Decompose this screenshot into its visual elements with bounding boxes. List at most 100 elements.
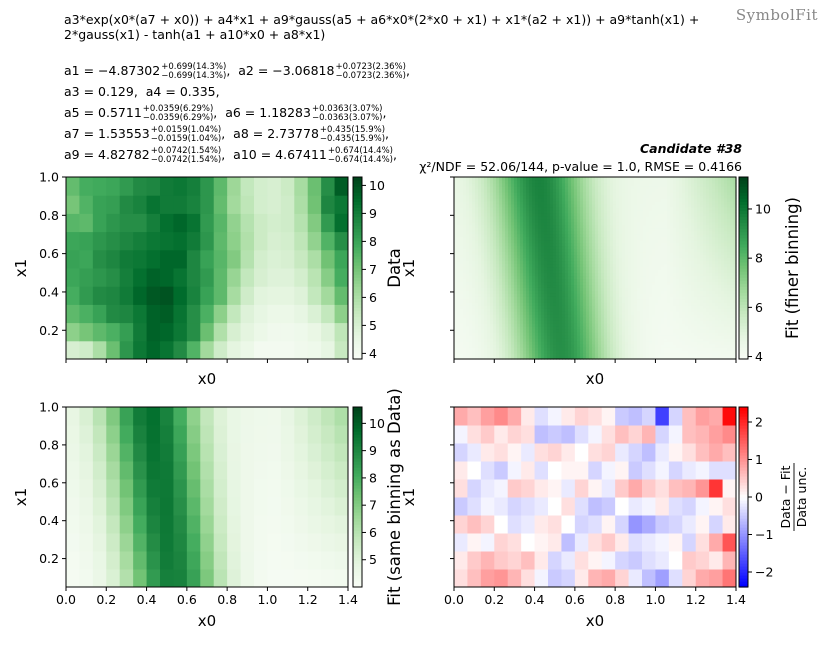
surface-cell xyxy=(523,338,527,342)
colorbar-segment xyxy=(353,307,362,312)
surface-cell xyxy=(463,296,467,300)
surface-cell xyxy=(682,326,686,330)
surface-cell xyxy=(637,275,641,280)
surface-cell xyxy=(583,278,587,283)
surface-cell xyxy=(469,236,473,241)
surface-cell xyxy=(595,344,599,348)
surface-cell xyxy=(613,305,617,309)
surface-cell xyxy=(667,212,671,217)
surface-cell xyxy=(718,236,722,241)
surface-cell xyxy=(709,344,713,348)
surface-cell xyxy=(613,329,617,333)
surface-cell xyxy=(634,326,638,330)
surface-cell xyxy=(598,230,602,235)
surface-cell xyxy=(676,239,680,244)
surface-cell xyxy=(571,323,575,327)
surface-cell xyxy=(607,323,611,327)
surface-cell xyxy=(523,254,527,259)
surface-cell xyxy=(730,254,734,259)
surface-cell xyxy=(613,293,617,297)
surface-cell xyxy=(544,257,548,262)
surface-cell xyxy=(544,278,548,283)
surface-cell xyxy=(649,341,653,345)
surface-cell xyxy=(472,260,476,265)
surface-cell xyxy=(691,335,695,339)
surface-cell xyxy=(559,329,563,333)
param-value: 4.82782 xyxy=(98,147,150,162)
surface-cell xyxy=(616,320,620,324)
surface-cell xyxy=(622,287,626,291)
surface-cell xyxy=(457,242,461,247)
surface-cell xyxy=(655,356,659,360)
surface-cell xyxy=(709,305,713,309)
surface-cell xyxy=(550,332,554,336)
surface-cell xyxy=(505,344,509,348)
surface-cell xyxy=(709,233,713,238)
heatmap-cell xyxy=(119,268,134,287)
surface-cell xyxy=(646,353,650,357)
surface-cell xyxy=(487,278,491,283)
surface-cell xyxy=(586,338,590,342)
surface-cell xyxy=(454,311,458,315)
surface-cell xyxy=(601,314,605,318)
heatmap-cell xyxy=(227,304,242,324)
surface-cell xyxy=(652,293,656,297)
surface-cell xyxy=(700,314,704,318)
surface-cell xyxy=(652,239,656,244)
surface-cell xyxy=(487,221,491,226)
surface-cell xyxy=(730,350,734,354)
surface-cell xyxy=(676,302,680,306)
surface-cell xyxy=(535,350,539,354)
surface-cell xyxy=(613,269,617,274)
surface-cell xyxy=(532,299,536,303)
surface-cell xyxy=(457,338,461,342)
heatmap-cell xyxy=(294,213,309,233)
surface-cell xyxy=(490,275,494,280)
surface-cell xyxy=(715,266,719,271)
surface-cell xyxy=(484,251,488,256)
surface-cell xyxy=(499,266,503,271)
surface-cell xyxy=(523,233,527,238)
surface-cell xyxy=(709,242,713,247)
surface-cell xyxy=(520,320,524,324)
surface-cell xyxy=(541,227,545,232)
surface-cell xyxy=(493,254,497,259)
surface-cell xyxy=(652,242,656,247)
surface-cell xyxy=(685,233,689,238)
surface-cell xyxy=(679,233,683,238)
surface-cell xyxy=(664,224,668,229)
surface-cell xyxy=(688,227,692,232)
surface-cell xyxy=(592,299,596,303)
surface-cell xyxy=(466,227,470,232)
surface-cell xyxy=(646,233,650,238)
surface-cell xyxy=(694,347,698,351)
surface-cell xyxy=(712,290,716,294)
surface-cell xyxy=(568,221,572,226)
surface-cell xyxy=(493,266,497,271)
surface-cell xyxy=(625,299,629,303)
surface-cell xyxy=(475,317,479,321)
surface-cell xyxy=(532,353,536,357)
surface-cell xyxy=(595,311,599,315)
surface-cell xyxy=(709,284,713,288)
surface-cell xyxy=(610,227,614,232)
surface-cell xyxy=(532,293,536,297)
surface-cell xyxy=(658,305,662,309)
surface-cell xyxy=(496,353,500,357)
surface-cell xyxy=(604,260,608,265)
surface-cell xyxy=(490,320,494,324)
surface-cell xyxy=(688,308,692,312)
surface-cell xyxy=(661,287,665,291)
surface-cell xyxy=(703,281,707,286)
surface-cell xyxy=(583,275,587,280)
surface-cell xyxy=(562,338,566,342)
surface-cell xyxy=(523,305,527,309)
surface-cell xyxy=(634,212,638,217)
heatmap-cell xyxy=(146,177,161,196)
colorbar-segment xyxy=(353,352,362,357)
surface-cell xyxy=(625,230,629,235)
surface-cell xyxy=(559,290,563,294)
surface-cell xyxy=(517,326,521,330)
surface-cell xyxy=(478,338,482,342)
surface-cell xyxy=(586,320,590,324)
